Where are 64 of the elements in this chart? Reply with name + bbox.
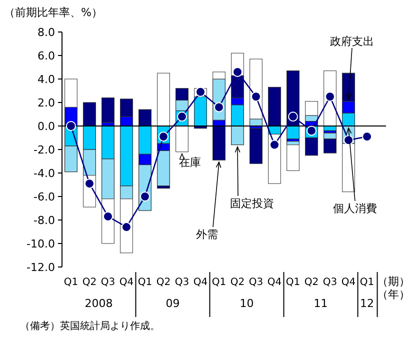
x-tick-label: Q3 xyxy=(322,277,338,288)
x-tick-label: Q3 xyxy=(248,277,264,288)
bar xyxy=(212,72,226,80)
bar xyxy=(101,98,114,123)
text: 10 xyxy=(240,297,254,310)
y-tick-label: 8.0 xyxy=(38,26,55,39)
text: 個人消費 xyxy=(333,202,377,215)
x-tick-label: Q4 xyxy=(267,277,282,288)
x-tick-label: Q3 xyxy=(174,277,190,288)
point xyxy=(84,178,94,189)
x-tick-label: Q2 xyxy=(156,277,171,288)
text: 11 xyxy=(314,297,328,310)
bar xyxy=(286,144,300,171)
point xyxy=(66,121,76,131)
text: （期） xyxy=(377,275,410,288)
point xyxy=(306,126,317,136)
y-tick-label: 6.0 xyxy=(38,50,55,62)
point xyxy=(121,222,132,232)
point xyxy=(140,192,150,202)
y-tick-label: -12.0 xyxy=(26,261,55,274)
x-tick-label: Q1 xyxy=(360,277,374,288)
x-tick-label: Q4 xyxy=(341,277,356,288)
x-tick-label: Q3 xyxy=(100,277,116,288)
x-tick-label: Q2 xyxy=(230,277,245,288)
x-tick-label: Q4 xyxy=(193,277,208,288)
bar xyxy=(250,128,263,164)
x-tick-label: Q1 xyxy=(212,277,226,288)
point xyxy=(232,66,243,77)
text: 固定投資 xyxy=(230,197,274,210)
y-tick-label: 4.0 xyxy=(38,73,55,86)
x-tick-label: Q1 xyxy=(138,277,152,288)
y-tick-label: 0.0 xyxy=(38,120,55,133)
text: （備考）英国統計局より作成。 xyxy=(20,320,160,332)
bar xyxy=(64,78,78,108)
x-tick-label: Q1 xyxy=(64,277,78,288)
point xyxy=(270,140,280,150)
text: 12 xyxy=(360,297,374,310)
bar xyxy=(156,72,170,126)
text: （年） xyxy=(377,288,410,301)
x-tick-label: Q1 xyxy=(286,277,300,288)
y-axis-title: （前期比年率、%） xyxy=(4,6,102,19)
point xyxy=(214,102,224,112)
bar xyxy=(175,126,188,152)
point xyxy=(362,132,372,142)
text: 外需 xyxy=(196,228,218,241)
point xyxy=(102,211,113,222)
point xyxy=(288,112,298,122)
x-tick-label: Q2 xyxy=(304,277,319,288)
point xyxy=(251,92,262,102)
series-label: 在庫 xyxy=(179,156,201,169)
y-tick-label: -10.0 xyxy=(26,238,55,250)
bar xyxy=(305,101,318,116)
y-tick-label: -6.0 xyxy=(34,190,55,204)
x-tick-label: Q4 xyxy=(119,277,134,288)
text: 09 xyxy=(166,297,180,310)
x-tick-label: Q2 xyxy=(82,277,97,288)
text: 2008 xyxy=(84,297,113,310)
point xyxy=(325,92,336,102)
y-tick-label: -8.0 xyxy=(34,214,55,227)
y-tick-label: -2.0 xyxy=(34,144,55,156)
text: 政府支出 xyxy=(330,35,374,48)
y-tick-label: 2.0 xyxy=(38,96,55,110)
y-tick-label: -4.0 xyxy=(34,167,55,180)
bar xyxy=(194,96,207,126)
